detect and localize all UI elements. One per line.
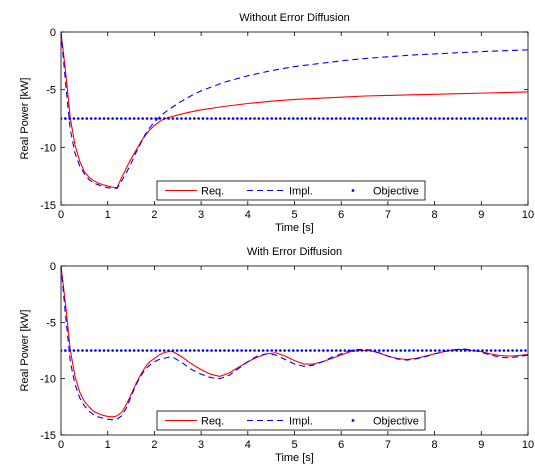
x-tick-label: 7 (385, 209, 391, 221)
x-tick-label: 2 (151, 439, 157, 451)
legend-label: Impl. (289, 416, 313, 428)
x-tick-label: 9 (478, 439, 484, 451)
x-axis-label: Time [s] (275, 452, 314, 464)
y-tick-label: -10 (40, 374, 56, 386)
legend-label: Req. (201, 186, 224, 198)
x-tick-label: 5 (291, 439, 297, 451)
x-tick-label: 0 (58, 209, 64, 221)
chart-title: Without Error Diffusion (239, 12, 349, 24)
y-tick-label: -15 (40, 200, 56, 212)
x-tick-label: 9 (478, 209, 484, 221)
series-group (61, 266, 528, 421)
x-axis-label: Time [s] (275, 222, 314, 234)
x-tick-label: 0 (58, 439, 64, 451)
y-tick-label: -5 (46, 85, 56, 97)
chart-title: With Error Diffusion (247, 246, 342, 258)
x-tick-label: 4 (245, 439, 251, 451)
x-tick-label: 7 (385, 439, 391, 451)
legend-label: Objective (373, 416, 419, 428)
x-tick-label: 3 (198, 209, 204, 221)
series-req-line (61, 266, 528, 418)
legend-label: Impl. (289, 186, 313, 198)
x-tick-label: 8 (432, 439, 438, 451)
x-tick-label: 3 (198, 439, 204, 451)
legend: Req. Impl. Objective (156, 180, 426, 201)
x-tick-label: 4 (245, 209, 251, 221)
legend-marker (351, 189, 355, 192)
x-tick-label: 6 (338, 209, 344, 221)
x-tick-label: 5 (291, 209, 297, 221)
legend-marker (351, 419, 355, 422)
x-tick-label: 8 (432, 209, 438, 221)
y-tick-label: 0 (50, 261, 56, 273)
legend: Req. Impl. Objective (156, 410, 426, 431)
legend-box (156, 410, 426, 431)
x-tick-label: 1 (105, 439, 111, 451)
y-tick-label: -15 (40, 430, 56, 442)
series-impl-line (61, 32, 528, 189)
x-tick-label: 10 (522, 209, 534, 221)
chart-top: Without Error Diffusion 0 1 2 3 4 5 6 7 8 9 10 0 -5 -1… (19, 12, 534, 234)
legend-label: Req. (201, 416, 224, 428)
x-tick-label: 2 (151, 209, 157, 221)
y-tick-label: 0 (50, 27, 56, 39)
x-tick-label: 10 (522, 439, 534, 451)
x-tick-label: 6 (338, 439, 344, 451)
series-group (61, 32, 528, 189)
legend-box (156, 180, 426, 201)
y-axis-label: Real Power [kW] (19, 78, 31, 160)
y-tick-label: -5 (46, 317, 56, 329)
series-req-line (61, 32, 528, 189)
chart-bottom: With Error Diffusion 0 1 2 3 4 5 6 7 8 9 10 0 -5 -10 -1… (19, 246, 534, 464)
series-impl-line (61, 266, 528, 421)
x-tick-label: 1 (105, 209, 111, 221)
legend-label: Objective (373, 186, 419, 198)
y-tick-label: -10 (40, 142, 56, 154)
y-axis-label: Real Power [kW] (19, 310, 31, 392)
